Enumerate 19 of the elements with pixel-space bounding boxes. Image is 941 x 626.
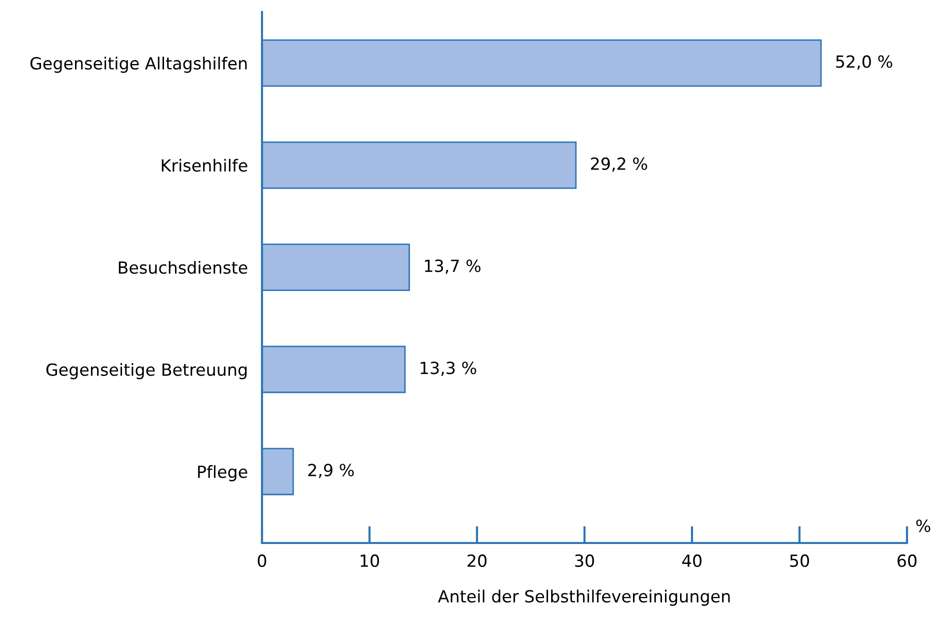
y-tick-label: Besuchsdienste (118, 260, 248, 274)
x-tick-label: 50 (790, 554, 809, 568)
y-tick-label: Gegenseitige Betreuung (46, 363, 247, 380)
y-tick-label: Gegenseitige Alltagshilfen (30, 56, 247, 73)
x-axis-title: Anteil der Selbsthilfevereinigungen (438, 590, 730, 606)
y-tick-label: Pflege (198, 465, 248, 482)
text: % (916, 520, 930, 532)
data-label: 13,7 % (424, 260, 480, 274)
x-tick-label: 30 (575, 554, 594, 568)
data-label: 29,2 % (591, 157, 648, 172)
x-tick-label: 10 (360, 554, 379, 568)
x-tick-label: 40 (682, 554, 702, 568)
data-label: 52,0 % (836, 55, 892, 70)
data-label: 13,3 % (420, 362, 476, 376)
x-tick-label: 60 (898, 554, 916, 568)
data-label: 2,9 % (308, 464, 354, 478)
x-tick-label: 20 (468, 554, 486, 568)
y-tick-label: Krisenhilfe (162, 158, 248, 172)
x-tick-label: 0 (258, 554, 266, 568)
